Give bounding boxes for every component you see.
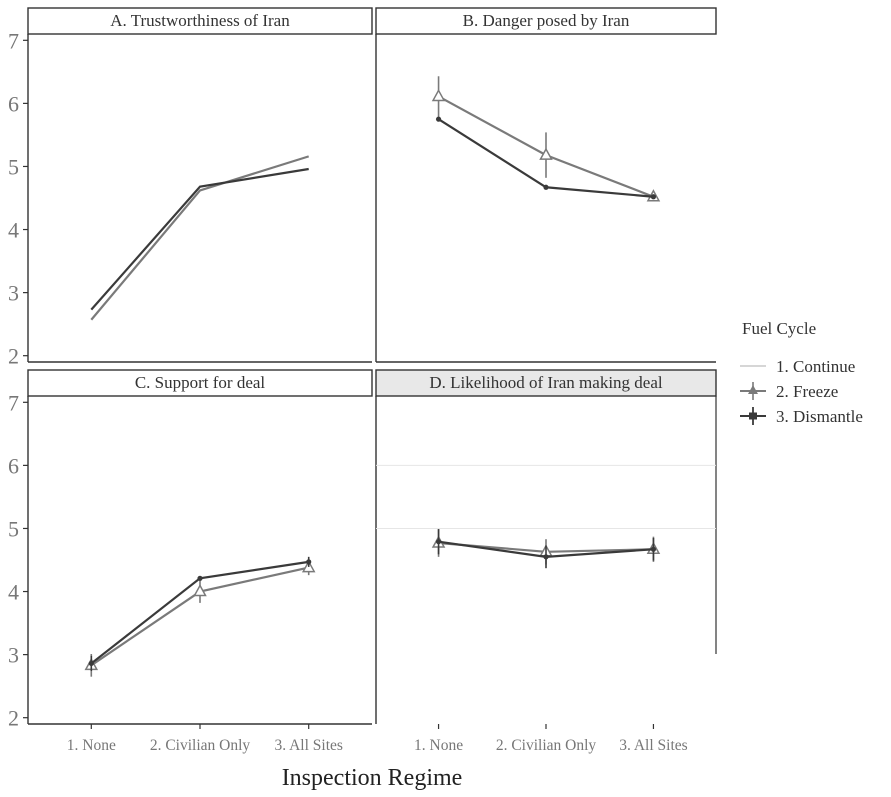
legend-label: 2. Freeze: [776, 382, 838, 401]
panel-strip: [375, 369, 717, 397]
y-tick-label: 5: [8, 516, 19, 541]
data-point-dismantle: [435, 539, 442, 545]
y-tick-label: 2: [8, 344, 19, 369]
panel-d: D. Likelihood of Iran making deal 1. None…: [375, 369, 717, 754]
x-axis-title: Inspection Regime: [282, 765, 463, 791]
data-point-dismantle: [543, 554, 549, 560]
data-point-dismantle: [650, 546, 657, 552]
legend-label: 1. Continue: [776, 357, 855, 376]
data-point-dismantle: [435, 116, 442, 122]
data-point-dismantle: [197, 575, 203, 581]
series-line-freeze: [90, 155, 310, 321]
panel-strip: [27, 7, 373, 35]
data-point-dismantle: [543, 184, 549, 190]
data-point-freeze: [539, 147, 553, 160]
y-tick-label: 7: [8, 390, 19, 415]
panel-title: C. Support for deal: [135, 373, 266, 392]
data-point-dismantle: [306, 559, 312, 565]
x-tick-label: 3. All Sites: [274, 737, 342, 754]
y-tick-label: 2: [8, 706, 19, 731]
y-tick-label: 3: [8, 281, 19, 306]
y-tick-label: 7: [8, 28, 19, 53]
legend-label: 3. Dismantle: [776, 407, 863, 426]
y-tick-label: 6: [8, 453, 19, 478]
panel-c: C. Support for deal 2 3 4 5 6 7 1. None 2. Civil…: [8, 369, 373, 754]
panel-title: B. Danger posed by Iran: [463, 11, 630, 30]
x-tick-label: 1. None: [414, 737, 463, 754]
x-tick-label: 3. All Sites: [619, 737, 687, 754]
panel-title: A. Trustworthiness of Iran: [110, 11, 290, 30]
y-tick-label: 3: [8, 643, 19, 668]
x-tick-label: 2. Civilian Only: [496, 737, 597, 754]
data-point-freeze: [431, 88, 446, 102]
y-tick-label: 4: [8, 218, 19, 243]
y-tick-label: 6: [8, 91, 19, 116]
x-tick-label: 1. None: [67, 737, 116, 754]
panel-b: B. Danger posed by Iran: [375, 7, 717, 363]
legend: Fuel Cycle 1. Continue 2. Freeze 3. Dismant…: [740, 319, 863, 426]
legend-title: Fuel Cycle: [742, 319, 816, 338]
series-line-dismantle: [90, 167, 309, 311]
data-point-dismantle: [650, 194, 657, 200]
data-point-dismantle: [88, 660, 94, 667]
y-tick-label: 5: [8, 154, 19, 179]
data-point-freeze: [193, 583, 207, 597]
panel-strip: [375, 7, 717, 35]
panel-title: D. Likelihood of Iran making deal: [429, 373, 662, 392]
x-tick-label: 2. Civilian Only: [150, 737, 251, 754]
panel-a: A. Trustworthiness of Iran 2 3 4 5 6 7: [8, 7, 373, 369]
panel-strip: [27, 369, 373, 397]
y-tick-label: 4: [8, 580, 19, 605]
